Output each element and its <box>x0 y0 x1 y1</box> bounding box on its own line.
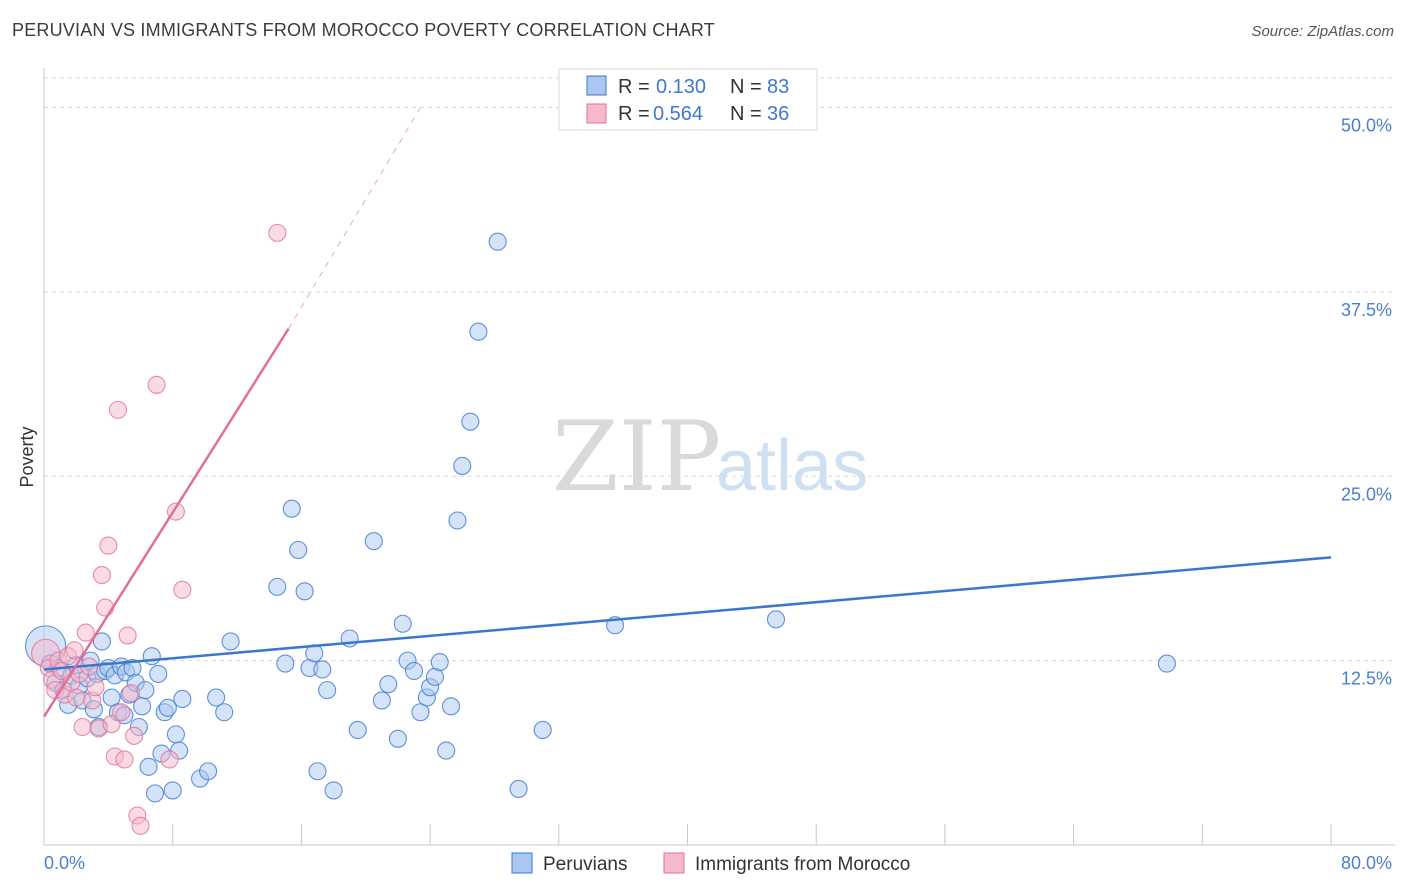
legend-n-value-2: 36 <box>767 103 789 125</box>
peruvians-point-30 <box>139 757 158 776</box>
legend-r-label-1: R = <box>618 76 650 98</box>
morocco-point-26 <box>118 626 137 645</box>
y-tick-label-1: 25.0% <box>1341 484 1392 504</box>
bottom-legend-morocco: Immigrants from Morocco <box>695 854 910 875</box>
peruvians-point-45 <box>221 632 240 651</box>
peruvians-point-43 <box>207 688 226 707</box>
legend-n-label-2: N = <box>730 103 762 125</box>
morocco-point-9 <box>65 641 84 660</box>
legend-swatch-blue <box>586 75 607 96</box>
peruvians-point-60 <box>372 691 391 710</box>
legend-n-label-1: N = <box>730 76 762 98</box>
peruvians-point-50 <box>295 582 314 601</box>
legend-n-value-1: 83 <box>767 76 789 98</box>
legend-swatch-pink <box>586 103 607 124</box>
bottom-legend-peruvians: Peruvians <box>543 854 628 875</box>
axes <box>43 68 1395 846</box>
source-credit: Source: ZipAtlas.com <box>1251 23 1394 40</box>
peruvians-point-40 <box>173 689 192 709</box>
peruvians-point-58 <box>348 720 367 740</box>
peruvians-point-70 <box>430 653 449 672</box>
legend-r-value-1: 0.130 <box>656 76 706 98</box>
peruvians-point-77 <box>488 232 507 251</box>
peruvians-point-73 <box>448 511 467 530</box>
y-tick-label-3: 50.0% <box>1341 116 1392 136</box>
peruvians-point-82 <box>1157 654 1176 673</box>
morocco-point-28 <box>125 726 144 745</box>
peruvians-point-79 <box>533 720 552 740</box>
peruvians-point-81 <box>766 610 786 629</box>
morocco-point-24 <box>112 703 131 722</box>
peruvians-point-63 <box>393 614 412 633</box>
y-axis-label: Poverty <box>17 426 37 487</box>
x-tick-label-max: 80.0% <box>1341 853 1392 873</box>
trend-lines <box>42 107 1332 718</box>
morocco-point-27 <box>121 684 140 703</box>
peruvians-point-74 <box>453 456 472 475</box>
peruvians-point-33 <box>149 664 168 683</box>
bottom-legend-swatch-pink <box>663 852 685 874</box>
peruvians-point-78 <box>509 779 528 799</box>
morocco-point-25 <box>115 750 134 769</box>
peruvians-point-61 <box>379 675 398 694</box>
morocco-point-12 <box>73 717 92 737</box>
peruvians-points <box>25 232 1176 803</box>
morocco-point-18 <box>92 566 111 585</box>
morocco-point-30 <box>131 816 150 835</box>
peruvians-point-59 <box>364 532 383 551</box>
peruvians-point-47 <box>276 654 295 673</box>
legend-r-label-2: R = <box>618 103 650 125</box>
peruvians-point-36 <box>158 698 177 717</box>
peruvians-point-44 <box>215 703 234 722</box>
peruvians-point-54 <box>313 660 332 679</box>
bottom-legend-swatch-blue <box>511 852 533 874</box>
morocco-point-32 <box>160 750 179 769</box>
peruvians-point-71 <box>437 741 456 760</box>
peruvians-trend-line <box>43 556 1332 671</box>
peruvians-point-32 <box>145 784 165 803</box>
morocco-point-23 <box>108 400 128 419</box>
morocco-points <box>31 223 287 835</box>
morocco-trend-extension <box>288 107 421 330</box>
peruvians-point-37 <box>163 781 182 800</box>
morocco-point-10 <box>67 688 86 707</box>
morocco-point-34 <box>173 580 192 599</box>
watermark-atlas: atlas <box>716 426 868 506</box>
peruvians-point-38 <box>166 725 185 744</box>
bottom-legend: Peruvians Immigrants from Morocco <box>511 852 910 875</box>
x-tick-label-min: 0.0% <box>44 853 85 873</box>
y-tick-labels: 12.5% 25.0% 37.5% 50.0% <box>1341 116 1392 689</box>
peruvians-point-15 <box>92 632 111 651</box>
y-tick-label-2: 37.5% <box>1341 300 1392 320</box>
peruvians-point-56 <box>324 781 343 800</box>
morocco-point-21 <box>102 714 121 734</box>
morocco-trend-line <box>42 328 290 718</box>
morocco-point-19 <box>96 598 115 617</box>
peruvians-point-76 <box>469 322 488 341</box>
peruvians-point-72 <box>441 697 461 716</box>
gridlines <box>44 77 1395 662</box>
peruvians-point-48 <box>282 499 301 518</box>
morocco-point-35 <box>268 223 287 242</box>
peruvians-point-46 <box>268 577 287 596</box>
morocco-point-31 <box>147 375 166 394</box>
morocco-point-16 <box>86 678 105 697</box>
peruvians-point-62 <box>388 729 407 748</box>
legend-r-value-2: 0.564 <box>653 103 703 125</box>
morocco-point-20 <box>99 536 118 555</box>
y-tick-label-0: 12.5% <box>1341 669 1392 689</box>
watermark-zip: ZIP <box>552 401 721 513</box>
peruvians-point-42 <box>199 762 218 781</box>
chart-title: PERUVIAN VS IMMIGRANTS FROM MOROCCO POVE… <box>12 20 715 40</box>
legend: R = 0.130 N = 83 R = 0.564 N = 36 <box>558 68 818 131</box>
peruvians-point-75 <box>461 412 480 431</box>
peruvians-point-55 <box>318 681 337 700</box>
peruvians-point-31 <box>142 647 161 666</box>
peruvians-point-65 <box>404 661 424 681</box>
peruvians-point-49 <box>289 540 308 560</box>
peruvians-point-53 <box>308 762 327 781</box>
morocco-point-13 <box>76 623 95 642</box>
